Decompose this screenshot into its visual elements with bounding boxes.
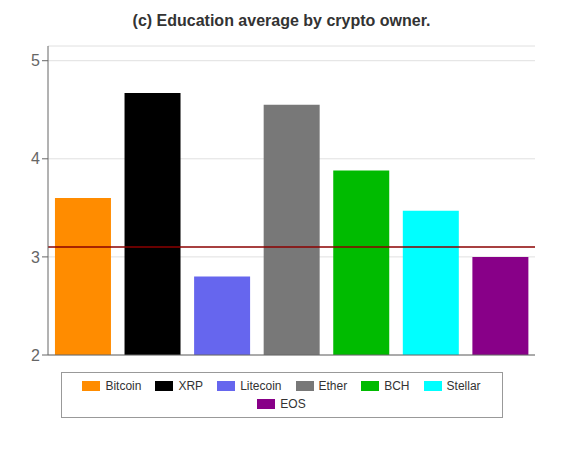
html-text:XRP: XRP [178, 379, 204, 393]
svg-text:3: 3 [31, 249, 40, 266]
html-text:Bitcoin: Bitcoin [105, 379, 142, 393]
svg-text:4: 4 [31, 150, 40, 167]
svg-text:5: 5 [31, 52, 40, 69]
html-text:BCH: BCH [384, 379, 410, 393]
html-text:Stellar: Stellar [446, 379, 481, 393]
html-text:(c) Education average by crypt: (c) Education average by crypto owner. [132, 12, 431, 29]
svg-text:2: 2 [31, 347, 40, 364]
html-text:Litecoin: Litecoin [240, 379, 282, 393]
html-text:Ether: Ether [318, 379, 348, 393]
html-text:EOS: EOS [280, 397, 306, 411]
